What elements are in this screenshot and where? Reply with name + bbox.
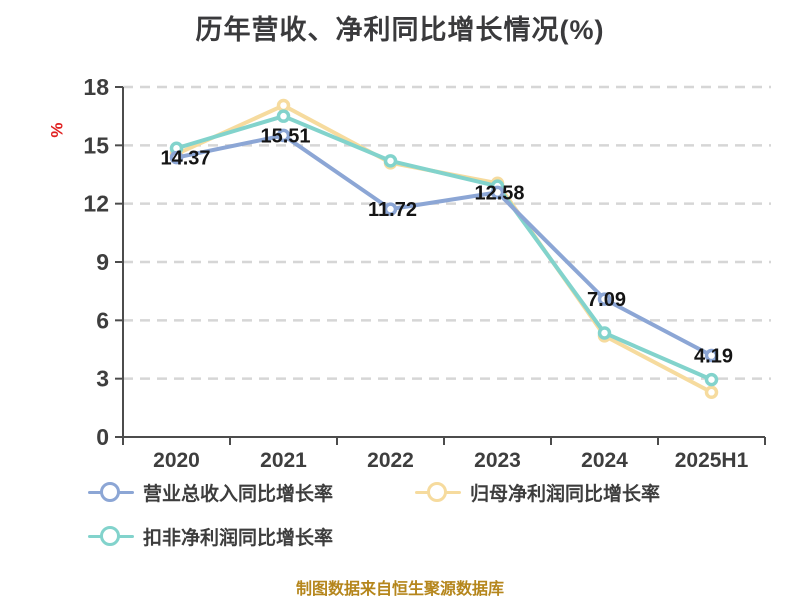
- legend-label: 营业总收入同比增长率: [143, 483, 334, 505]
- svg-text:0: 0: [96, 424, 109, 450]
- svg-text:3: 3: [96, 366, 109, 392]
- legend-marker-icon: [88, 481, 134, 503]
- svg-text:18: 18: [83, 74, 109, 100]
- legend-item-total-revenue-growth[interactable]: 营业总收入同比增长率: [88, 479, 333, 505]
- svg-text:9: 9: [96, 249, 109, 275]
- legend-item-deducted-net-profit-growth[interactable]: 扣非净利润同比增长率: [88, 523, 333, 549]
- legend-marker-icon: [415, 481, 461, 503]
- chart-title: 历年营收、净利同比增长情况(%): [195, 15, 605, 45]
- svg-text:12: 12: [83, 191, 109, 217]
- data-source-note: 制图数据来自恒生聚源数据库: [295, 581, 504, 598]
- svg-text:6: 6: [96, 307, 109, 333]
- svg-text:2024: 2024: [581, 449, 628, 472]
- svg-text:4.19: 4.19: [694, 346, 733, 368]
- legend-label: 扣非净利润同比增长率: [143, 527, 334, 549]
- svg-text:2025H1: 2025H1: [675, 449, 749, 472]
- svg-text:2022: 2022: [367, 449, 414, 472]
- svg-text:12.58: 12.58: [474, 182, 524, 204]
- svg-text:15.51: 15.51: [260, 125, 310, 147]
- svg-text:2021: 2021: [260, 449, 307, 472]
- legend-item-net-profit-growth[interactable]: 归母净利润同比增长率: [415, 479, 660, 505]
- svg-text:2020: 2020: [153, 449, 200, 472]
- svg-text:14.37: 14.37: [160, 148, 210, 170]
- svg-text:15: 15: [83, 132, 109, 158]
- legend-marker-icon: [88, 525, 134, 547]
- svg-text:11.72: 11.72: [368, 199, 417, 221]
- svg-text:2023: 2023: [474, 449, 521, 472]
- legend-label: 归母净利润同比增长率: [470, 483, 661, 505]
- svg-text:7.09: 7.09: [587, 289, 626, 311]
